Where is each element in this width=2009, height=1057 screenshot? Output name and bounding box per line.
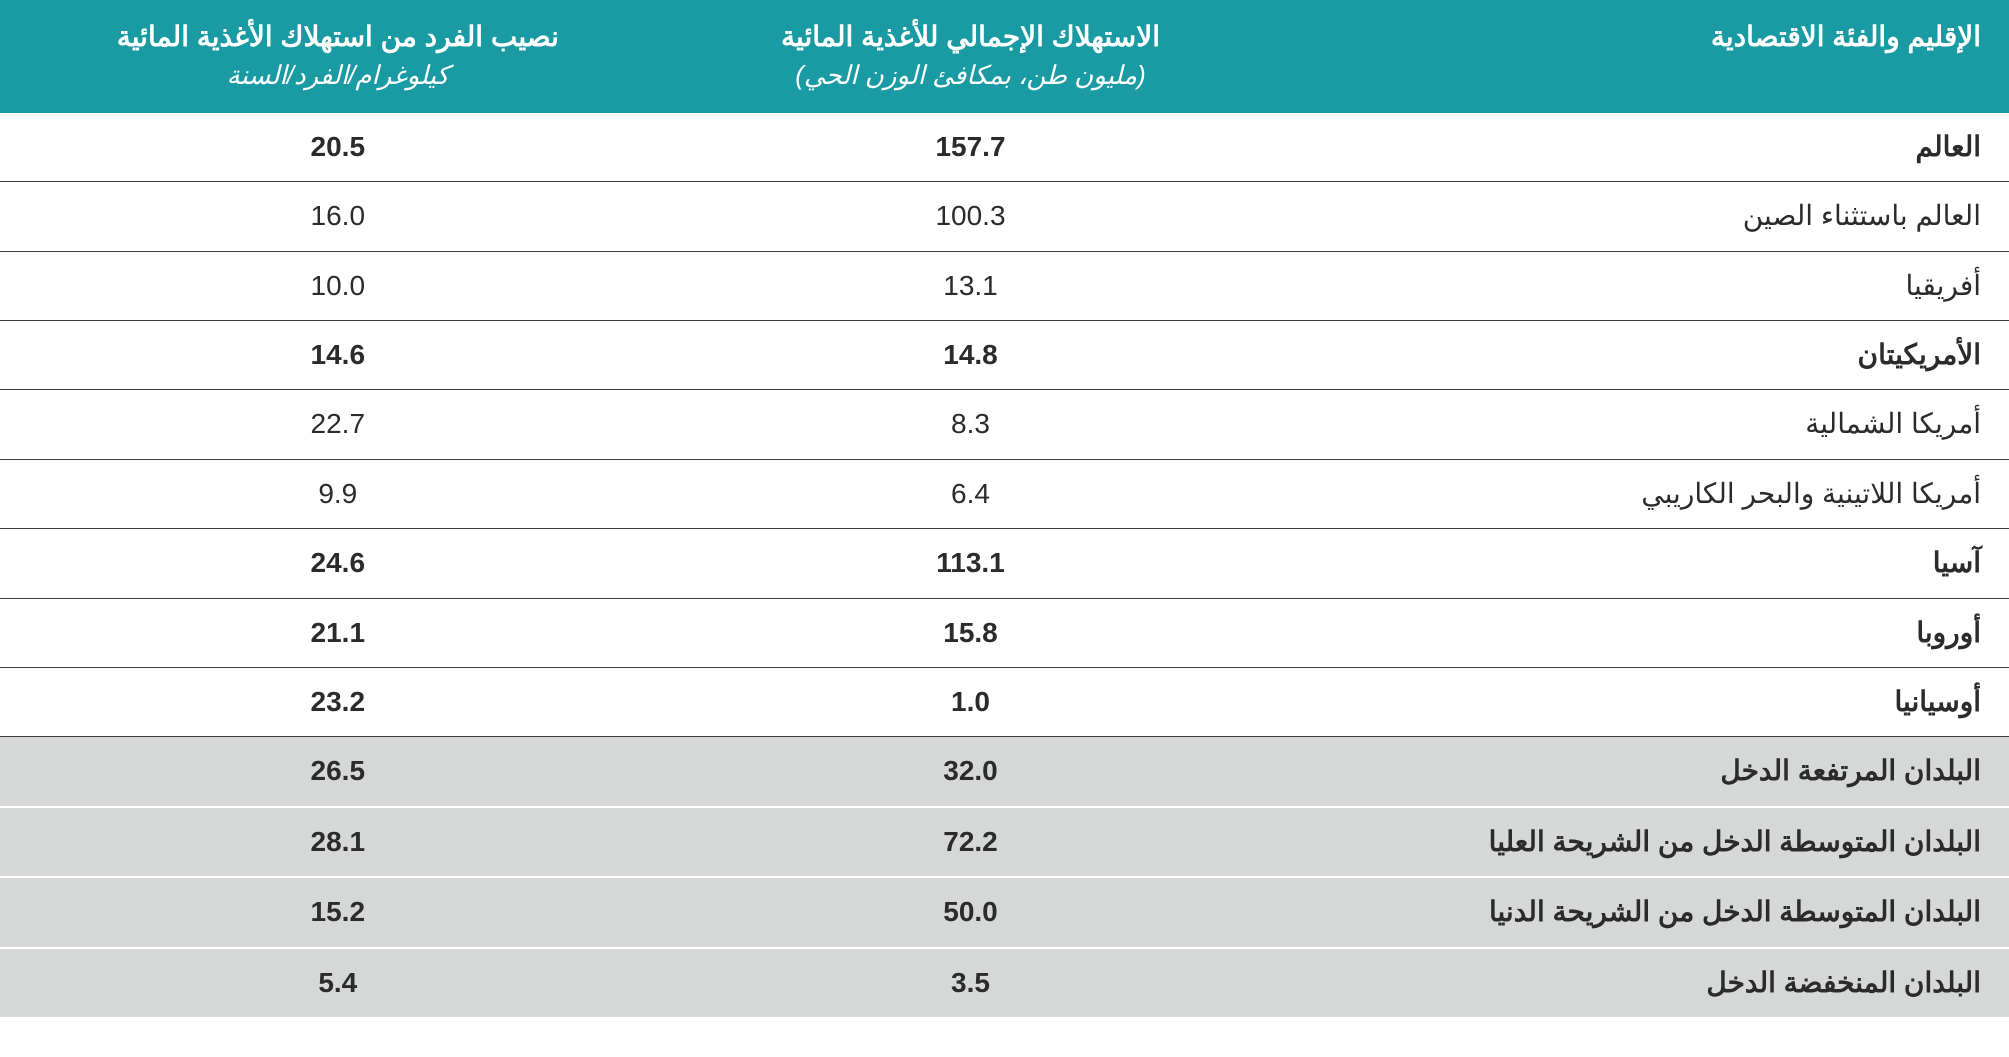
cell-region: الأمريكيتان (1265, 321, 2009, 390)
cell-total: 14.8 (676, 321, 1266, 390)
cell-percapita: 21.1 (0, 598, 676, 667)
table-row: العالم157.720.5 (0, 113, 2009, 182)
cell-region: أوسيانيا (1265, 668, 2009, 737)
table-row: أوسيانيا1.023.2 (0, 668, 2009, 737)
header-percapita-title: نصيب الفرد من استهلاك الأغذية المائية (117, 21, 559, 52)
cell-total: 8.3 (676, 390, 1266, 459)
cell-region: العالم باستثناء الصين (1265, 182, 2009, 251)
header-region-title: الإقليم والفئة الاقتصادية (1711, 21, 1981, 52)
cell-region: البلدان المرتفعة الدخل (1265, 737, 2009, 807)
cell-percapita: 9.9 (0, 459, 676, 528)
cell-total: 13.1 (676, 251, 1266, 320)
table-body: العالم157.720.5العالم باستثناء الصين100.… (0, 113, 2009, 1017)
cell-region: أوروبا (1265, 598, 2009, 667)
cell-total: 50.0 (676, 877, 1266, 947)
cell-percapita: 22.7 (0, 390, 676, 459)
cell-region: البلدان المتوسطة الدخل من الشريحة العليا (1265, 807, 2009, 877)
cell-total: 15.8 (676, 598, 1266, 667)
cell-total: 100.3 (676, 182, 1266, 251)
header-total-title: الاستهلاك الإجمالي للأغذية المائية (781, 21, 1160, 52)
table-row: البلدان المرتفعة الدخل32.026.5 (0, 737, 2009, 807)
cell-percapita: 15.2 (0, 877, 676, 947)
table-row: أوروبا15.821.1 (0, 598, 2009, 667)
table-header: الإقليم والفئة الاقتصادية الاستهلاك الإج… (0, 0, 2009, 113)
cell-total: 6.4 (676, 459, 1266, 528)
cell-percapita: 23.2 (0, 668, 676, 737)
header-total-subtitle: (مليون طن، بمكافئ الوزن الحي) (704, 58, 1238, 93)
table-row: آسيا113.124.6 (0, 529, 2009, 598)
cell-region: أمريكا الشمالية (1265, 390, 2009, 459)
table-row: العالم باستثناء الصين100.316.0 (0, 182, 2009, 251)
table-row: البلدان المتوسطة الدخل من الشريحة الدنيا… (0, 877, 2009, 947)
cell-percapita: 10.0 (0, 251, 676, 320)
table-row: الأمريكيتان14.814.6 (0, 321, 2009, 390)
cell-percapita: 20.5 (0, 113, 676, 182)
cell-total: 113.1 (676, 529, 1266, 598)
cell-total: 32.0 (676, 737, 1266, 807)
cell-region: البلدان المنخفضة الدخل (1265, 948, 2009, 1017)
table-row: البلدان المنخفضة الدخل3.55.4 (0, 948, 2009, 1017)
cell-region: آسيا (1265, 529, 2009, 598)
table-row: أفريقيا13.110.0 (0, 251, 2009, 320)
header-percapita: نصيب الفرد من استهلاك الأغذية المائية كي… (0, 0, 676, 113)
cell-total: 1.0 (676, 668, 1266, 737)
cell-region: العالم (1265, 113, 2009, 182)
cell-percapita: 26.5 (0, 737, 676, 807)
cell-region: أفريقيا (1265, 251, 2009, 320)
cell-percapita: 24.6 (0, 529, 676, 598)
header-region: الإقليم والفئة الاقتصادية (1265, 0, 2009, 113)
cell-percapita: 14.6 (0, 321, 676, 390)
cell-total: 157.7 (676, 113, 1266, 182)
table-row: أمريكا الشمالية8.322.7 (0, 390, 2009, 459)
cell-percapita: 5.4 (0, 948, 676, 1017)
cell-region: أمريكا اللاتينية والبحر الكاريبي (1265, 459, 2009, 528)
table-row: البلدان المتوسطة الدخل من الشريحة العليا… (0, 807, 2009, 877)
cell-total: 3.5 (676, 948, 1266, 1017)
header-percapita-subtitle: كيلوغرام/الفرد/السنة (28, 58, 648, 93)
header-total: الاستهلاك الإجمالي للأغذية المائية (مليو… (676, 0, 1266, 113)
table-row: أمريكا اللاتينية والبحر الكاريبي6.49.9 (0, 459, 2009, 528)
cell-total: 72.2 (676, 807, 1266, 877)
cell-region: البلدان المتوسطة الدخل من الشريحة الدنيا (1265, 877, 2009, 947)
cell-percapita: 16.0 (0, 182, 676, 251)
cell-percapita: 28.1 (0, 807, 676, 877)
aquatic-food-consumption-table: الإقليم والفئة الاقتصادية الاستهلاك الإج… (0, 0, 2009, 1017)
